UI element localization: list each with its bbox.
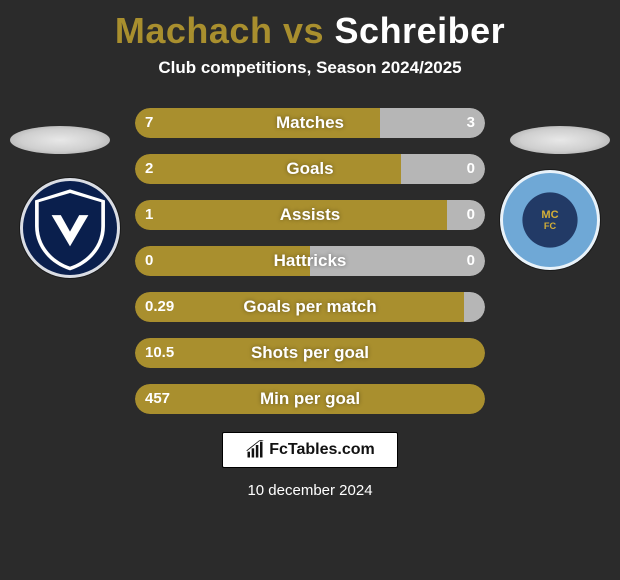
- club-badge-left: [20, 178, 120, 278]
- page-title: Machach vs Schreiber: [0, 0, 620, 52]
- player-left-avatar: [10, 126, 110, 154]
- player-right-avatar: [510, 126, 610, 154]
- stat-label: Min per goal: [135, 384, 485, 414]
- stat-label: Shots per goal: [135, 338, 485, 368]
- stat-row: Goals per match0.29: [135, 292, 485, 322]
- stat-row: Shots per goal10.5: [135, 338, 485, 368]
- stat-value-right: 3: [457, 108, 485, 138]
- brand-badge: FcTables.com: [222, 432, 398, 468]
- stat-value-left: 7: [135, 108, 163, 138]
- svg-text:FC: FC: [544, 221, 557, 231]
- stat-value-left: 0.29: [135, 292, 184, 322]
- stat-value-left: 2: [135, 154, 163, 184]
- brand-text: FcTables.com: [269, 441, 375, 459]
- roundel-icon: MC FC: [504, 174, 596, 266]
- title-right: Schreiber: [335, 10, 506, 51]
- chart-icon: [245, 440, 265, 460]
- stats-bars: Matches73Goals20Assists10Hattricks00Goal…: [135, 108, 485, 414]
- stat-row: Min per goal457: [135, 384, 485, 414]
- stat-value-right: 0: [457, 200, 485, 230]
- stat-label: Assists: [135, 200, 485, 230]
- footer-date: 10 december 2024: [0, 482, 620, 499]
- title-left: Machach: [115, 10, 273, 51]
- stat-value-left: 0: [135, 246, 163, 276]
- stat-row: Assists1 0: [135, 200, 485, 230]
- stat-row: Goals2 0: [135, 154, 485, 184]
- stat-value-right: 0: [457, 154, 485, 184]
- stat-value-left: 457: [135, 384, 180, 414]
- shield-icon: [24, 182, 116, 274]
- stat-row: Hattricks0 0: [135, 246, 485, 276]
- stat-value-left: 10.5: [135, 338, 184, 368]
- stat-row: Matches7 3: [135, 108, 485, 138]
- svg-text:MC: MC: [541, 209, 558, 221]
- stat-label: Goals per match: [135, 292, 485, 322]
- stat-label: Matches: [135, 108, 485, 138]
- subtitle: Club competitions, Season 2024/2025: [0, 58, 620, 78]
- stat-label: Goals: [135, 154, 485, 184]
- stat-value-right: 0: [457, 246, 485, 276]
- stat-value-left: 1: [135, 200, 163, 230]
- stat-label: Hattricks: [135, 246, 485, 276]
- club-badge-right: MC FC: [500, 170, 600, 270]
- title-vs: vs: [283, 10, 324, 51]
